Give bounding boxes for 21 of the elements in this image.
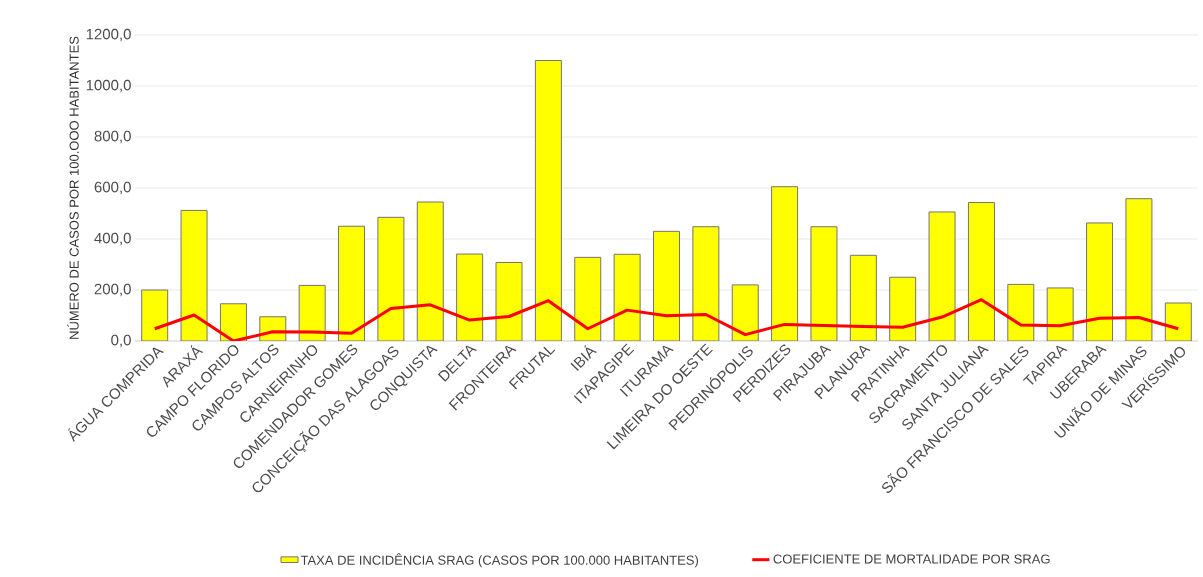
y-tick-label: 0,0 [111, 334, 131, 348]
y-tick-label: 600,0 [94, 181, 131, 195]
y-tick-label: 800,0 [94, 130, 131, 144]
legend-label: TAXA DE INCIDÊNCIA SRAG (CASOS POR 100.000 HABITANTES) [300, 553, 699, 568]
y-axis-title: NÚMERO DE CASOS POR 100.OOO HABITANTES [67, 36, 79, 339]
bar [849, 254, 877, 341]
legend-label: COEFICIENTE DE MORTALIDADE POR SRAG [773, 554, 1050, 564]
bar [456, 253, 484, 341]
bar [967, 202, 995, 341]
bar [1086, 222, 1114, 341]
y-tick-label: 400,0 [94, 232, 131, 246]
y-tick-label: 1200,0 [86, 28, 131, 42]
y-tick-label: 200,0 [94, 283, 131, 297]
bar [338, 225, 366, 341]
bar [574, 256, 602, 341]
y-tick-label: 1000,0 [86, 79, 131, 93]
bar [416, 201, 444, 341]
line-series [153, 298, 1180, 341]
bar [652, 230, 680, 341]
bar [771, 186, 799, 341]
bar [534, 59, 562, 341]
